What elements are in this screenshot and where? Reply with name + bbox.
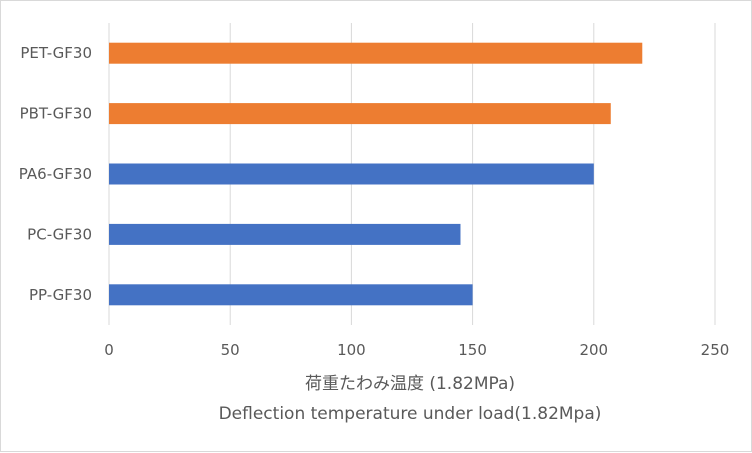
x-axis-title-en: Deflection temperature under load(1.82Mp… — [219, 404, 602, 424]
y-axis-labels: PP-GF30 PC-GF30 PA6-GF30 PBT-GF30 PET-GF30 — [19, 44, 92, 304]
y-tick-label: PBT-GF30 — [20, 105, 92, 123]
y-tick-label: PA6-GF30 — [19, 165, 92, 183]
bars-layer — [109, 42, 643, 306]
bar-pet-gf30 — [109, 42, 643, 64]
y-tick-label: PP-GF30 — [29, 286, 92, 304]
x-tick-label: 200 — [579, 341, 608, 359]
bar-pc-gf30 — [109, 223, 461, 245]
bar-pp-gf30 — [109, 284, 473, 306]
x-axis-title-jp: 荷重たわみ温度 (1.82MPa) — [305, 374, 515, 394]
x-tick-label: 250 — [701, 341, 730, 359]
x-axis-labels: 0 50 100 150 200 250 — [104, 341, 729, 359]
x-tick-label: 100 — [337, 341, 366, 359]
x-tick-label: 0 — [104, 341, 114, 359]
bar-pbt-gf30 — [109, 103, 611, 125]
x-tick-label: 150 — [458, 341, 487, 359]
y-tick-label: PC-GF30 — [27, 225, 92, 243]
bar-pa6-gf30 — [109, 163, 594, 185]
x-tick-label: 50 — [221, 341, 240, 359]
y-tick-label: PET-GF30 — [20, 44, 92, 62]
